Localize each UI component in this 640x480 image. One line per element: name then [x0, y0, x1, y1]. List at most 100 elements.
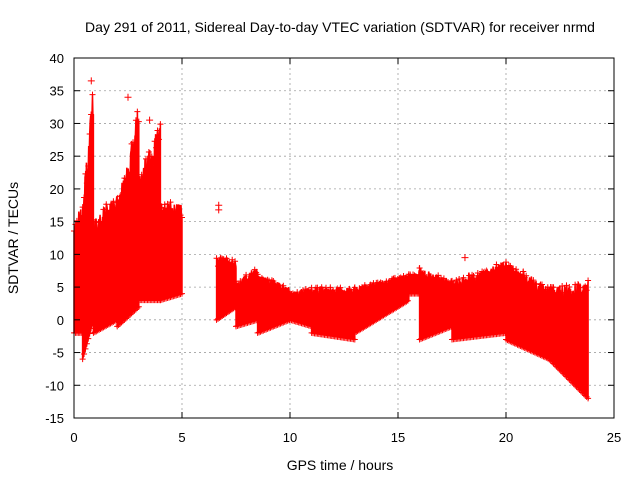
data-point — [504, 265, 511, 272]
data-point — [543, 354, 550, 361]
data-point — [153, 144, 160, 151]
data-point — [450, 281, 457, 288]
data-point — [360, 288, 367, 295]
data-point — [513, 266, 520, 273]
data-point — [130, 139, 137, 146]
data-point — [422, 334, 429, 341]
data-point — [540, 353, 547, 360]
data-point — [96, 219, 103, 226]
data-point — [266, 325, 273, 332]
data-point — [264, 325, 271, 332]
data-point — [443, 325, 450, 332]
data-point — [499, 262, 506, 269]
data-point — [527, 347, 534, 354]
data-point — [82, 345, 89, 352]
data-point — [125, 312, 132, 319]
data-point — [521, 344, 528, 351]
data-point — [387, 281, 394, 288]
data-point — [563, 373, 570, 380]
data-point — [569, 292, 576, 299]
data-point — [530, 348, 537, 355]
data-point — [114, 323, 121, 330]
data-band — [116, 111, 140, 329]
data-point — [287, 293, 293, 300]
data-point — [453, 277, 460, 284]
data-point — [251, 266, 258, 273]
data-point — [476, 277, 483, 284]
y-tick-label: 0 — [57, 313, 64, 328]
data-point — [469, 271, 476, 278]
data-point — [534, 350, 541, 357]
x-tick-label: 15 — [391, 430, 405, 445]
data-point — [493, 261, 500, 268]
data-point — [420, 277, 427, 284]
data-point — [384, 282, 391, 289]
data-point — [131, 147, 138, 154]
data-band — [505, 262, 550, 361]
data-point — [261, 327, 268, 334]
data-point — [261, 281, 268, 288]
data-point — [524, 346, 531, 353]
data-point — [528, 284, 535, 291]
data-point — [119, 189, 126, 196]
data-point — [579, 389, 586, 396]
data-point — [508, 270, 515, 277]
data-point — [254, 329, 261, 336]
data-point — [273, 322, 280, 329]
data-point — [377, 279, 384, 286]
data-point — [86, 330, 93, 337]
plot-frame — [73, 57, 615, 419]
data-point — [517, 271, 524, 278]
data-point — [511, 274, 518, 281]
data-point — [144, 173, 151, 180]
data-point — [564, 295, 571, 302]
data-point — [170, 212, 177, 219]
data-point — [582, 283, 589, 290]
data-point — [127, 170, 134, 177]
data-point — [404, 297, 411, 304]
data-point — [379, 280, 386, 287]
data-point — [222, 258, 229, 265]
data-point — [241, 275, 248, 282]
data-point — [115, 322, 122, 329]
data-point — [503, 259, 509, 266]
y-tick-label: 5 — [57, 280, 64, 295]
y-tick-label: -5 — [52, 346, 64, 361]
data-point — [454, 286, 461, 293]
data-point — [539, 281, 545, 288]
data-point — [436, 277, 443, 284]
data-point — [73, 217, 80, 224]
data-point — [138, 171, 145, 178]
data-point — [420, 334, 427, 341]
data-point — [580, 391, 587, 397]
data-point — [90, 222, 97, 229]
data-point — [505, 337, 512, 344]
data-point — [566, 284, 573, 291]
data-point — [579, 290, 586, 297]
data-point — [315, 290, 322, 297]
data-point — [531, 349, 538, 356]
data-point — [428, 273, 435, 280]
data-point — [432, 330, 439, 337]
data-point — [223, 255, 230, 262]
data-point — [110, 198, 117, 205]
data-point — [361, 282, 368, 289]
data-point — [554, 364, 561, 371]
data-point — [511, 340, 518, 347]
data-point — [429, 331, 436, 338]
x-tick-label: 0 — [70, 430, 77, 445]
data-point — [492, 271, 499, 278]
data-point — [546, 356, 553, 363]
data-point — [440, 326, 447, 333]
data-point — [318, 284, 325, 291]
data-point — [418, 335, 425, 342]
data-point — [277, 320, 284, 327]
data-point — [100, 206, 107, 213]
data-point — [504, 337, 511, 344]
data-point — [510, 265, 517, 272]
x-tick-label: 5 — [178, 430, 185, 445]
data-point — [214, 263, 221, 270]
data-point — [134, 305, 141, 312]
data-point — [268, 324, 275, 331]
